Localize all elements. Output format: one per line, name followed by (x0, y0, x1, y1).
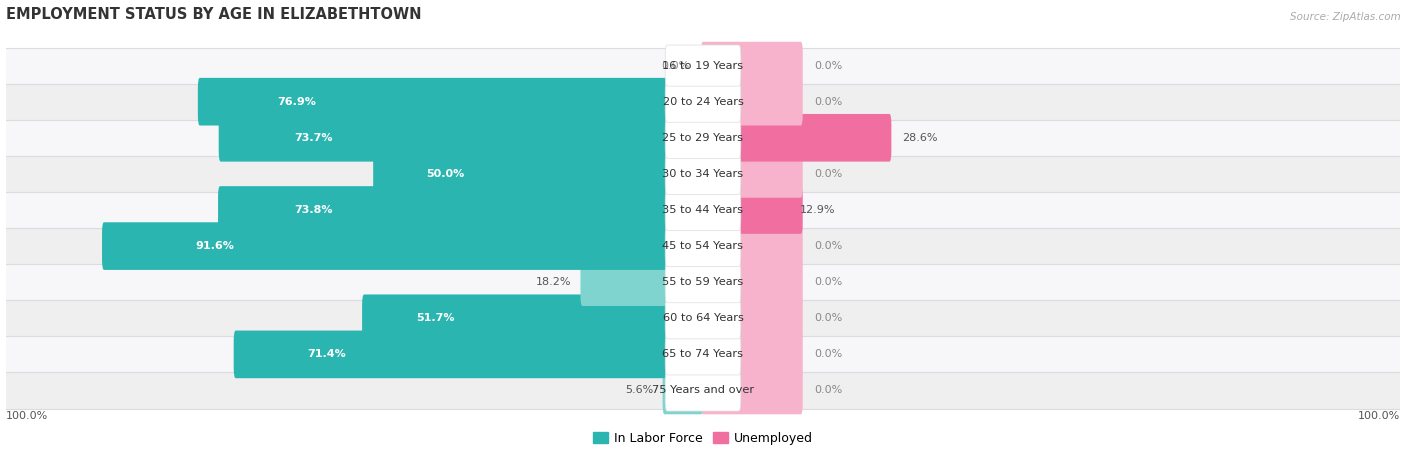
Text: 0.0%: 0.0% (814, 277, 842, 287)
Text: 0.0%: 0.0% (814, 61, 842, 71)
FancyBboxPatch shape (702, 222, 803, 270)
Text: 73.7%: 73.7% (295, 133, 333, 143)
Text: 45 to 54 Years: 45 to 54 Years (662, 241, 744, 251)
FancyBboxPatch shape (702, 331, 803, 378)
FancyBboxPatch shape (373, 150, 703, 198)
Text: 35 to 44 Years: 35 to 44 Years (662, 205, 744, 215)
Text: 91.6%: 91.6% (195, 241, 235, 251)
FancyBboxPatch shape (665, 261, 741, 303)
Text: 73.8%: 73.8% (294, 205, 333, 215)
FancyBboxPatch shape (702, 42, 803, 90)
FancyBboxPatch shape (702, 186, 803, 234)
FancyBboxPatch shape (702, 294, 803, 342)
FancyBboxPatch shape (233, 331, 703, 378)
Bar (6, 192, 1400, 228)
FancyBboxPatch shape (702, 258, 803, 306)
Text: 0.0%: 0.0% (662, 61, 690, 71)
Text: 16 to 19 Years: 16 to 19 Years (662, 61, 744, 71)
Text: 0.0%: 0.0% (814, 313, 842, 323)
Bar (6, 228, 1400, 264)
Bar (6, 156, 1400, 192)
FancyBboxPatch shape (219, 114, 703, 162)
Bar (6, 120, 1400, 156)
Text: 51.7%: 51.7% (416, 313, 456, 323)
Bar (6, 336, 1400, 373)
FancyBboxPatch shape (665, 153, 741, 194)
Legend: In Labor Force, Unemployed: In Labor Force, Unemployed (588, 427, 818, 450)
FancyBboxPatch shape (581, 258, 703, 306)
Text: 76.9%: 76.9% (277, 97, 316, 107)
Bar (6, 48, 1400, 84)
FancyBboxPatch shape (665, 81, 741, 122)
Text: 100.0%: 100.0% (6, 411, 48, 422)
Text: 12.9%: 12.9% (800, 205, 835, 215)
Bar (6, 264, 1400, 300)
Text: 0.0%: 0.0% (814, 386, 842, 396)
FancyBboxPatch shape (665, 189, 741, 230)
FancyBboxPatch shape (103, 222, 703, 270)
Bar (6, 84, 1400, 120)
Text: 30 to 34 Years: 30 to 34 Years (662, 169, 744, 179)
Text: 18.2%: 18.2% (536, 277, 571, 287)
Text: 28.6%: 28.6% (903, 133, 938, 143)
FancyBboxPatch shape (665, 117, 741, 158)
Text: EMPLOYMENT STATUS BY AGE IN ELIZABETHTOWN: EMPLOYMENT STATUS BY AGE IN ELIZABETHTOW… (6, 7, 420, 22)
FancyBboxPatch shape (665, 334, 741, 375)
FancyBboxPatch shape (702, 150, 803, 198)
Text: 0.0%: 0.0% (814, 241, 842, 251)
Text: 100.0%: 100.0% (1358, 411, 1400, 422)
Text: 60 to 64 Years: 60 to 64 Years (662, 313, 744, 323)
Text: 75 Years and over: 75 Years and over (652, 386, 754, 396)
Bar (6, 373, 1400, 409)
FancyBboxPatch shape (702, 367, 803, 414)
Text: 0.0%: 0.0% (814, 97, 842, 107)
FancyBboxPatch shape (665, 298, 741, 339)
FancyBboxPatch shape (665, 225, 741, 267)
Bar (6, 300, 1400, 336)
Text: 55 to 59 Years: 55 to 59 Years (662, 277, 744, 287)
FancyBboxPatch shape (363, 294, 703, 342)
FancyBboxPatch shape (702, 78, 803, 126)
Text: 25 to 29 Years: 25 to 29 Years (662, 133, 744, 143)
FancyBboxPatch shape (665, 45, 741, 86)
Text: 0.0%: 0.0% (814, 169, 842, 179)
FancyBboxPatch shape (662, 367, 703, 414)
Text: 20 to 24 Years: 20 to 24 Years (662, 97, 744, 107)
Text: 0.0%: 0.0% (814, 349, 842, 360)
FancyBboxPatch shape (198, 78, 703, 126)
Text: 5.6%: 5.6% (626, 386, 654, 396)
FancyBboxPatch shape (218, 186, 703, 234)
FancyBboxPatch shape (702, 114, 891, 162)
FancyBboxPatch shape (665, 370, 741, 411)
Text: 65 to 74 Years: 65 to 74 Years (662, 349, 744, 360)
Text: 50.0%: 50.0% (426, 169, 464, 179)
Text: 71.4%: 71.4% (308, 349, 346, 360)
Text: Source: ZipAtlas.com: Source: ZipAtlas.com (1289, 12, 1400, 22)
